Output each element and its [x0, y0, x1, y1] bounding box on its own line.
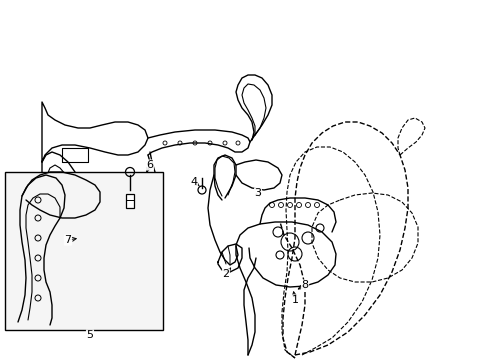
- Text: 4: 4: [190, 177, 197, 187]
- Text: 7: 7: [64, 235, 71, 245]
- Bar: [126, 194, 134, 208]
- Text: 3: 3: [254, 188, 261, 198]
- Text: 6: 6: [146, 160, 153, 170]
- Text: 1: 1: [291, 295, 298, 305]
- Text: 5: 5: [86, 330, 93, 340]
- Bar: [5, 172, 163, 330]
- Text: 2: 2: [222, 269, 229, 279]
- Text: 8: 8: [301, 280, 308, 290]
